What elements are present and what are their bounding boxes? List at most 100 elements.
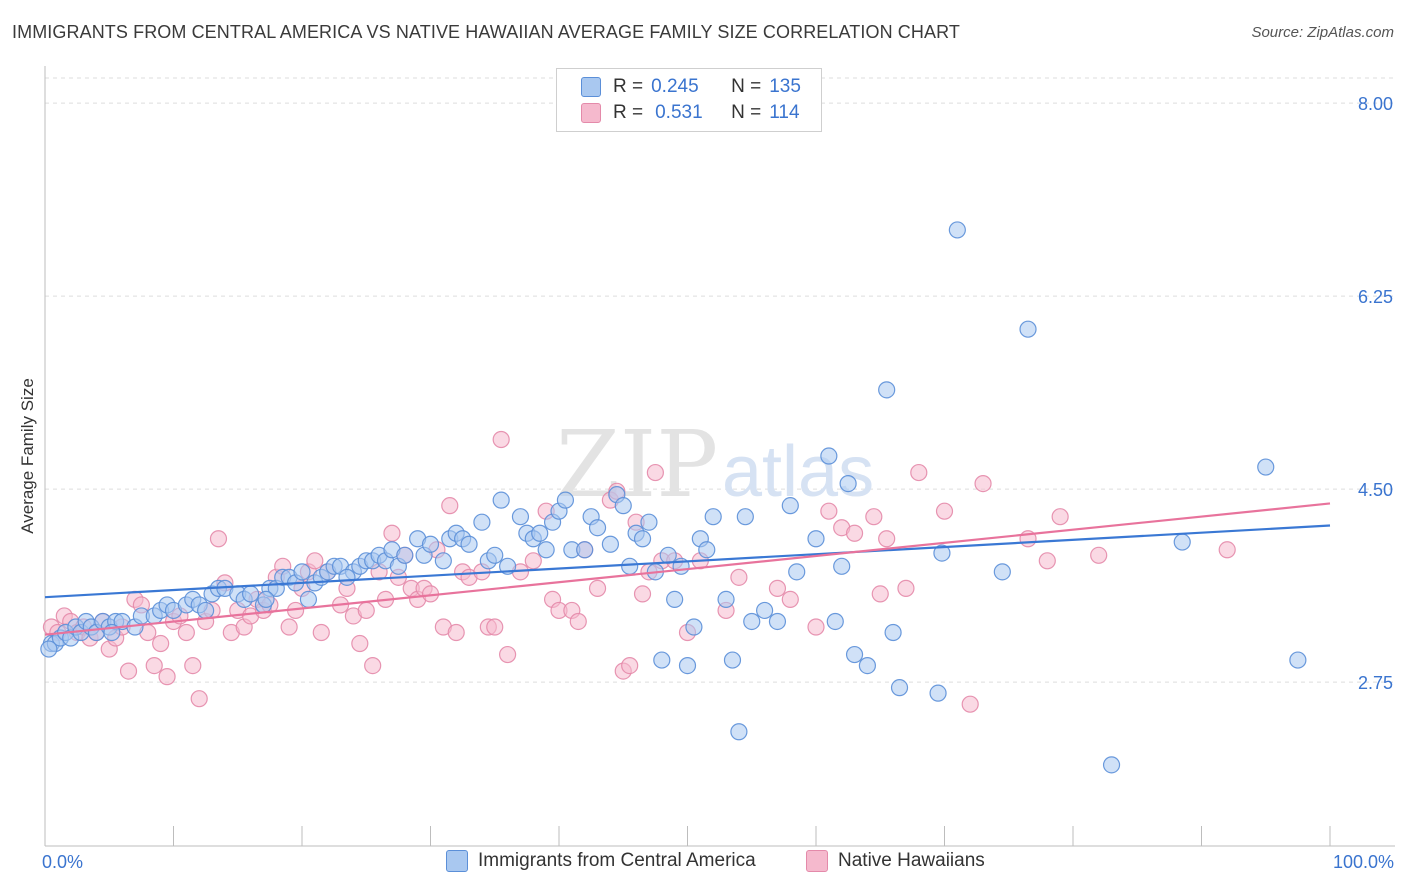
stats-row-pink: R = 0.531 N = 114 bbox=[581, 100, 800, 126]
point-blue-112 bbox=[929, 684, 947, 702]
y-tick-label-2: 6.25 bbox=[1358, 287, 1393, 307]
point-pink-41 bbox=[306, 552, 324, 570]
trend-line-blue bbox=[44, 524, 1331, 599]
point-blue-73 bbox=[576, 541, 594, 559]
point-blue-93 bbox=[717, 590, 735, 609]
point-pink-108 bbox=[1038, 552, 1056, 570]
point-blue-75 bbox=[588, 519, 607, 537]
watermark: ZIP atlas bbox=[556, 411, 874, 518]
point-blue-85 bbox=[659, 546, 677, 564]
point-pink-101 bbox=[878, 530, 896, 548]
n-value-pink: 114 bbox=[769, 102, 800, 123]
point-pink-68 bbox=[492, 430, 510, 449]
watermark-atlas: atlas bbox=[722, 432, 874, 512]
point-blue-118 bbox=[1173, 533, 1191, 551]
point-blue-107 bbox=[845, 645, 864, 664]
point-pink-94 bbox=[781, 590, 799, 609]
trend-line-pink bbox=[44, 502, 1331, 636]
x-axis-min-label: 0.0% bbox=[42, 852, 84, 872]
legend-pink-swatch bbox=[806, 850, 828, 872]
axis-layer bbox=[44, 66, 1395, 847]
point-pink-47 bbox=[351, 634, 369, 653]
chart-title: IMMIGRANTS FROM CENTRAL AMERICA VS NATIV… bbox=[12, 22, 960, 42]
n-label: N = bbox=[731, 102, 762, 123]
point-pink-82 bbox=[621, 656, 639, 675]
y-tick-label-0: 2.75 bbox=[1358, 673, 1393, 693]
legend-item-pink: Native Hawaiians bbox=[806, 850, 985, 872]
point-pink-92 bbox=[730, 568, 748, 586]
legend-item-blue: Immigrants from Central America bbox=[446, 850, 756, 872]
point-blue-50 bbox=[396, 546, 414, 564]
point-pink-110 bbox=[1090, 546, 1108, 564]
point-blue-100 bbox=[781, 497, 799, 515]
point-pink-48 bbox=[357, 601, 375, 620]
point-pink-106 bbox=[974, 475, 992, 493]
point-blue-116 bbox=[1019, 320, 1037, 338]
point-pink-100 bbox=[871, 585, 889, 603]
point-blue-28 bbox=[242, 585, 260, 603]
point-pink-12 bbox=[119, 662, 138, 680]
point-blue-120 bbox=[1289, 651, 1307, 669]
point-blue-111 bbox=[890, 679, 909, 697]
point-blue-64 bbox=[511, 508, 530, 526]
point-blue-103 bbox=[820, 447, 838, 465]
blue-swatch bbox=[581, 77, 601, 97]
point-blue-68 bbox=[537, 541, 555, 559]
point-blue-104 bbox=[826, 612, 844, 631]
point-blue-84 bbox=[653, 651, 671, 669]
point-blue-114 bbox=[948, 221, 966, 239]
point-pink-104 bbox=[935, 502, 954, 520]
point-blue-36 bbox=[299, 590, 318, 609]
point-pink-99 bbox=[865, 508, 883, 526]
point-pink-96 bbox=[820, 502, 838, 520]
point-blue-82 bbox=[640, 513, 658, 531]
y-tick-labels: 2.75 4.50 6.25 8.00 bbox=[1358, 94, 1393, 693]
point-blue-79 bbox=[621, 557, 639, 575]
point-pink-71 bbox=[524, 552, 542, 570]
point-pink-62 bbox=[447, 623, 465, 642]
point-pink-21 bbox=[177, 623, 195, 642]
point-blue-58 bbox=[460, 535, 478, 553]
n-label: N = bbox=[731, 76, 762, 97]
correlation-stats-box: R = 0.245 N = 135 R = 0.531 N = 114 bbox=[556, 68, 822, 132]
point-pink-105 bbox=[961, 695, 979, 713]
trend-layer bbox=[44, 502, 1331, 636]
point-pink-49 bbox=[364, 656, 382, 675]
point-blue-71 bbox=[556, 491, 575, 509]
point-blue-115 bbox=[993, 563, 1011, 581]
point-pink-84 bbox=[633, 585, 652, 603]
point-blue-95 bbox=[730, 723, 748, 741]
point-blue-101 bbox=[788, 563, 806, 581]
point-blue-119 bbox=[1257, 458, 1275, 476]
point-pink-42 bbox=[312, 623, 330, 642]
point-pink-102 bbox=[897, 579, 915, 597]
point-blue-78 bbox=[614, 497, 632, 515]
legend-blue-label: Immigrants from Central America bbox=[478, 850, 756, 871]
point-blue-96 bbox=[736, 508, 754, 526]
point-pink-93 bbox=[768, 579, 787, 597]
point-pink-61 bbox=[441, 497, 459, 515]
point-blue-76 bbox=[601, 535, 620, 553]
point-blue-106 bbox=[839, 475, 857, 493]
r-value-pink: 0.531 bbox=[655, 102, 703, 123]
point-blue-59 bbox=[473, 513, 491, 531]
point-blue-35 bbox=[293, 563, 311, 581]
point-blue-121 bbox=[40, 640, 58, 658]
point-blue-99 bbox=[768, 612, 787, 631]
point-blue-97 bbox=[743, 612, 761, 631]
point-blue-110 bbox=[884, 623, 902, 642]
point-pink-18 bbox=[158, 668, 176, 686]
point-blue-98 bbox=[755, 601, 774, 620]
y-tick-label-1: 4.50 bbox=[1358, 480, 1393, 500]
y-tick-label-3: 8.00 bbox=[1358, 94, 1393, 114]
point-pink-22 bbox=[184, 656, 202, 675]
legend-blue-swatch bbox=[446, 850, 468, 872]
stats-row-blue: R = 0.245 N = 135 bbox=[581, 74, 801, 100]
point-blue-53 bbox=[421, 535, 440, 553]
point-blue-61 bbox=[486, 546, 504, 564]
point-blue-91 bbox=[698, 541, 716, 559]
point-blue-94 bbox=[723, 651, 742, 669]
r-label: R = bbox=[613, 76, 644, 97]
r-value-blue: 0.245 bbox=[651, 76, 699, 97]
